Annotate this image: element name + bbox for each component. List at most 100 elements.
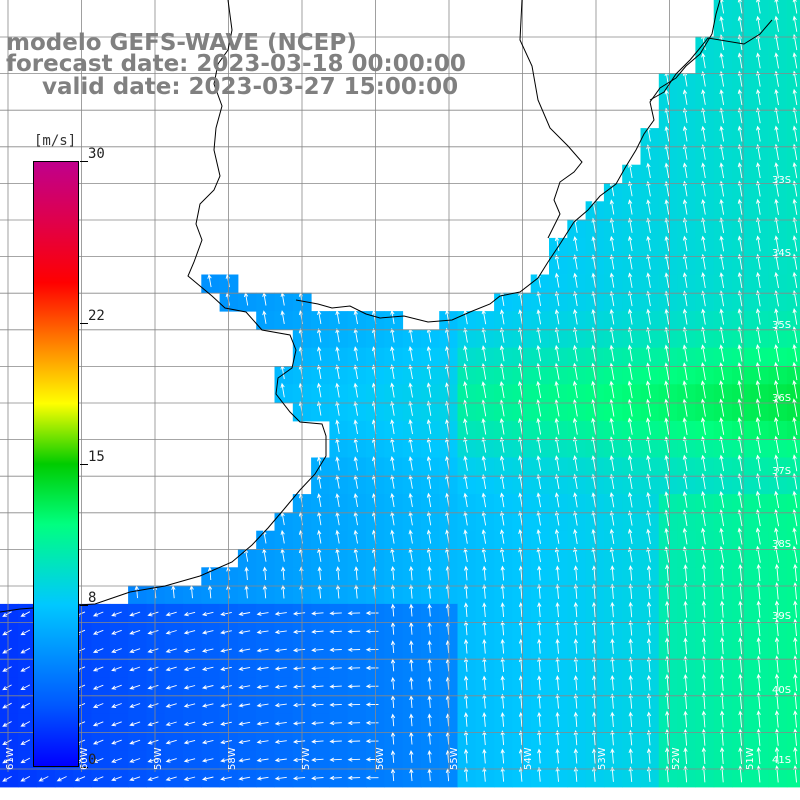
- wind-arrow: [390, 750, 396, 763]
- wind-arrow: [591, 565, 597, 581]
- wind-arrow: [518, 327, 523, 343]
- wind-arrow: [646, 748, 652, 764]
- latitude-label: 35S: [772, 320, 792, 331]
- wind-arrow: [536, 473, 542, 490]
- wind-arrow: [591, 290, 596, 307]
- wind-cell: [786, 750, 800, 770]
- wind-arrow: [609, 308, 615, 325]
- wind-arrow: [353, 309, 358, 325]
- wind-arrow: [292, 629, 306, 635]
- wind-arrow: [256, 629, 269, 635]
- wind-arrow: [646, 638, 652, 654]
- wind-arrow: [537, 602, 542, 618]
- wind-arrow: [426, 437, 432, 453]
- wind-arrow: [646, 199, 651, 215]
- wind-arrow: [646, 546, 651, 563]
- wind-arrow: [256, 721, 269, 726]
- wind-arrow: [609, 290, 615, 307]
- wind-arrow: [129, 758, 141, 763]
- wind-cell: [786, 237, 800, 257]
- wind-arrow: [646, 217, 651, 233]
- latitude-label: 38S: [772, 539, 792, 550]
- wind-arrow: [682, 217, 688, 233]
- wind-arrow: [609, 199, 615, 215]
- wind-arrow: [147, 758, 159, 763]
- wind-cell: [786, 658, 800, 678]
- wind-arrow: [353, 529, 358, 544]
- wind-arrow: [719, 746, 725, 765]
- wind-arrow: [129, 684, 141, 690]
- wind-arrow: [555, 748, 560, 764]
- wind-arrow: [274, 703, 287, 708]
- wind-arrow: [646, 180, 651, 197]
- wind-arrow: [737, 198, 743, 215]
- wind-arrow: [645, 380, 651, 399]
- wind-arrow: [482, 583, 487, 599]
- wind-arrow: [792, 198, 798, 215]
- wind-arrow: [500, 620, 505, 636]
- wind-arrow: [664, 380, 670, 399]
- wind-arrow: [555, 711, 560, 727]
- wind-arrow: [774, 271, 779, 289]
- wind-arrow: [427, 676, 432, 690]
- wind-arrow: [409, 584, 414, 599]
- colorbar-tick: [80, 322, 88, 324]
- wind-cell: [786, 494, 800, 513]
- wind-arrow: [719, 673, 725, 691]
- wind-arrow: [682, 198, 688, 215]
- wind-arrow: [628, 601, 633, 618]
- wind-arrow: [628, 729, 633, 746]
- wind-arrow: [329, 775, 342, 781]
- wind-arrow: [347, 665, 361, 671]
- wind-arrow: [365, 684, 379, 689]
- wind-arrow: [554, 455, 560, 471]
- wind-arrow: [463, 309, 468, 325]
- wind-arrow: [628, 619, 633, 636]
- wind-arrow: [2, 739, 12, 745]
- wind-arrow: [353, 511, 358, 526]
- wind-arrow: [147, 721, 159, 727]
- wind-cell: [786, 622, 800, 641]
- wind-arrow: [426, 529, 432, 544]
- wind-arrow: [463, 455, 468, 471]
- wind-arrow: [664, 290, 670, 307]
- wind-arrow: [701, 454, 706, 472]
- wind-arrow: [737, 52, 743, 69]
- wind-arrow: [774, 710, 780, 728]
- wind-arrow: [646, 601, 652, 618]
- wind-arrow: [755, 380, 761, 399]
- wind-arrow: [481, 455, 487, 471]
- wind-arrow: [609, 235, 615, 252]
- wind-arrow: [292, 611, 306, 616]
- forecast-date: forecast date: 2023-03-18 00:00:00: [6, 51, 466, 77]
- wind-arrow: [701, 144, 706, 160]
- wind-arrow: [554, 547, 560, 563]
- wind-arrow: [426, 382, 432, 398]
- wind-arrow: [573, 638, 578, 654]
- wind-arrow: [220, 685, 232, 690]
- wind-arrow: [427, 603, 432, 617]
- wind-arrow: [329, 647, 342, 653]
- wind-arrow: [554, 290, 560, 307]
- wind-arrow: [591, 380, 597, 399]
- wind-arrow: [499, 380, 505, 399]
- wind-arrow: [682, 162, 688, 179]
- wind-arrow: [201, 666, 214, 672]
- wind-arrow: [628, 162, 633, 178]
- wind-arrow: [482, 766, 487, 782]
- wind-arrow: [335, 529, 340, 544]
- wind-arrow: [738, 563, 743, 582]
- wind-arrow: [792, 308, 798, 325]
- wind-arrow: [591, 547, 596, 563]
- latitude-label: 40S: [772, 685, 792, 696]
- wind-arrow: [573, 290, 578, 307]
- wind-arrow: [463, 638, 469, 654]
- wind-arrow: [792, 454, 798, 472]
- wind-arrow: [683, 600, 688, 618]
- wind-arrow: [755, 344, 761, 362]
- wind-arrow: [481, 345, 487, 362]
- wind-arrow: [555, 583, 560, 599]
- colorbar-tick: [80, 605, 88, 607]
- wind-arrow: [609, 344, 615, 362]
- wind-arrow: [755, 416, 761, 435]
